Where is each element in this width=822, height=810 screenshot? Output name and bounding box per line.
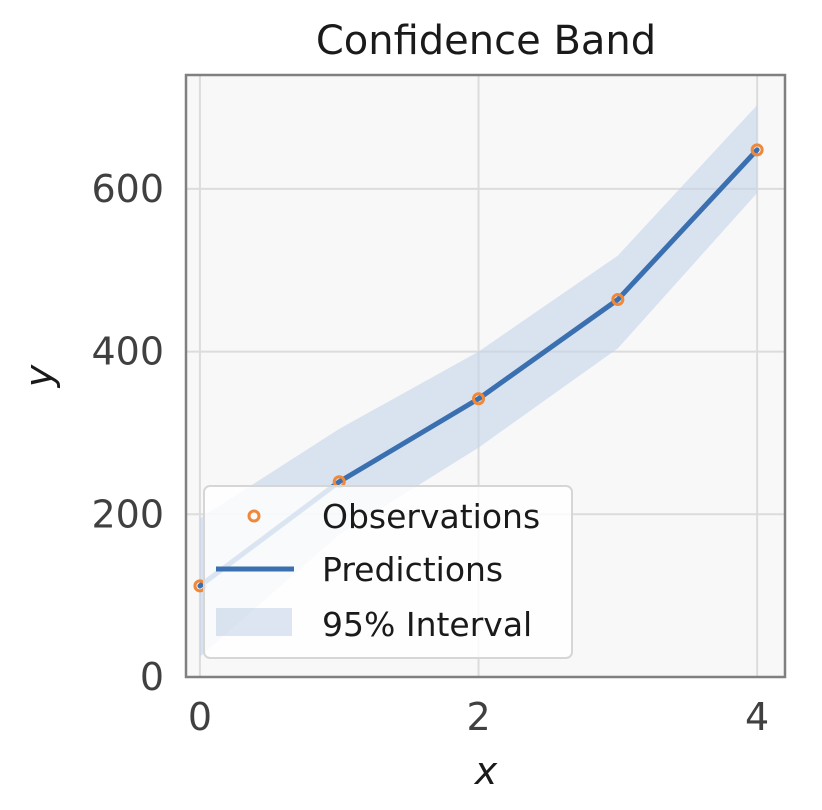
x-tick-labels: 0 2 4 [188,695,769,739]
x-tick-label: 2 [466,695,490,739]
observation-point [472,392,486,406]
chart-title: Confidence Band [316,18,656,64]
legend-predictions-label: Predictions [322,550,503,589]
legend-box [203,485,573,659]
y-tick-labels: 0 200 400 600 [91,167,164,699]
x-tick-label: 0 [188,695,212,739]
y-tick-label: 200 [91,492,164,536]
legend-interval-swatch [216,608,292,636]
legend-observations-label: Observations [322,497,540,536]
observation-markers [193,143,764,593]
y-tick-label: 0 [140,655,164,699]
legend-interval-label: 95% Interval [322,605,532,644]
legend: Observations Predictions 95% Interval [203,485,573,659]
plot-frame [184,73,787,679]
y-tick-label: 400 [91,330,164,374]
observation-point [750,143,764,157]
x-tick-label: 4 [745,695,769,739]
y-tick-label: 600 [91,167,164,211]
observation-point [611,293,625,307]
y-axis-label: y [17,364,61,388]
legend-observations-marker [247,509,261,523]
x-axis-label: x [474,749,498,793]
